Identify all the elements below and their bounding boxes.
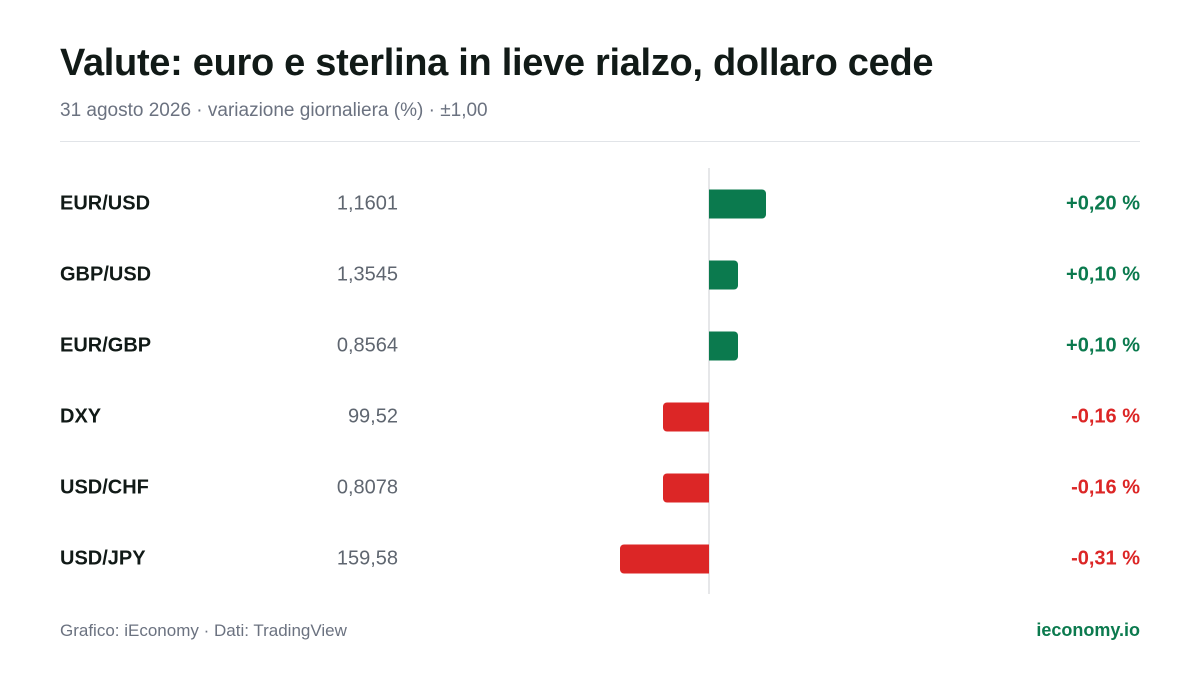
zero-axis-line <box>708 168 710 594</box>
change-bar <box>709 260 738 289</box>
chart-row: USD/JPY 159,58 -0,31 % <box>60 523 1140 594</box>
bar-chart: EUR/USD 1,1601 +0,20 % GBP/USD 1,3545 +0,10 %… <box>60 168 1140 594</box>
chart-row: GBP/USD 1,3545 +0,10 % <box>60 239 1140 310</box>
change-percent-label: +0,10 % <box>1066 334 1140 356</box>
price-value: 1,1601 <box>336 192 398 214</box>
chart-row: DXY 99,52 -0,16 % <box>60 381 1140 452</box>
change-bar <box>709 331 738 360</box>
price-value: 0,8078 <box>336 476 398 498</box>
change-percent-label: +0,20 % <box>1066 192 1140 214</box>
change-percent-label: -0,16 % <box>1071 476 1140 498</box>
price-value: 99,52 <box>347 405 398 427</box>
currency-pair-label: GBP/USD <box>60 263 152 285</box>
price-value: 1,3545 <box>336 263 398 285</box>
source-credit: Grafico: iEconomy · Dati: TradingView <box>60 621 347 640</box>
chart-row: EUR/GBP 0,8564 +0,10 % <box>60 310 1140 381</box>
change-bar <box>663 473 709 502</box>
chart-title: Valute: euro e sterlina in lieve rialzo,… <box>60 42 934 84</box>
change-bar <box>709 189 767 218</box>
change-bar <box>663 402 709 431</box>
price-value: 0,8564 <box>336 334 398 356</box>
change-percent-label: -0,31 % <box>1071 547 1140 569</box>
header-divider <box>60 141 1140 142</box>
currency-pair-label: EUR/USD <box>60 192 151 214</box>
price-value: 159,58 <box>336 547 398 569</box>
brand-link[interactable]: ieconomy.io <box>1036 620 1140 640</box>
chart-row: USD/CHF 0,8078 -0,16 % <box>60 452 1140 523</box>
chart-row: EUR/USD 1,1601 +0,20 % <box>60 168 1140 239</box>
currency-pair-label: EUR/GBP <box>60 334 152 356</box>
change-percent-label: -0,16 % <box>1071 405 1140 427</box>
currency-pair-label: USD/CHF <box>60 476 149 498</box>
currency-pair-label: DXY <box>60 405 102 427</box>
chart-subtitle: 31 agosto 2026 · variazione giornaliera … <box>60 100 488 121</box>
change-bar <box>620 544 709 573</box>
change-percent-label: +0,10 % <box>1066 263 1140 285</box>
currency-pair-label: USD/JPY <box>60 547 146 569</box>
